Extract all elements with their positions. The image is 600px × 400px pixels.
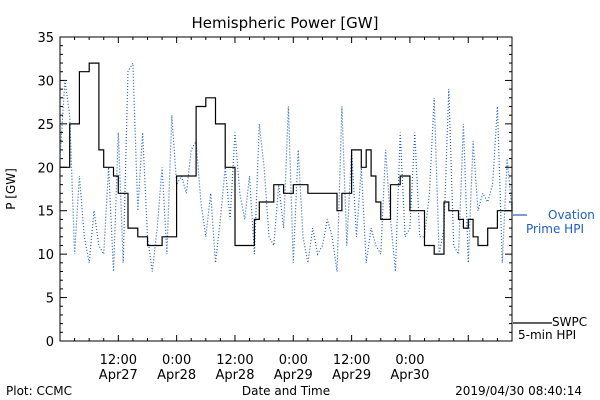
y-axis-ticks: 0 5 10 15 20 25 30 35 xyxy=(37,31,512,350)
y-tick-label: 25 xyxy=(37,118,54,133)
y-tick-label: 35 xyxy=(37,31,54,46)
y-tick-label: 5 xyxy=(46,292,54,307)
x-tick-label-time: 12:00 xyxy=(100,353,137,368)
y-tick-label: 20 xyxy=(37,161,54,176)
x-axis-label: Date and Time xyxy=(242,384,330,398)
legend-ovation-label-line1: Ovation xyxy=(548,208,595,222)
y-tick-label: 30 xyxy=(37,74,54,89)
x-tick-label-date: Apr30 xyxy=(390,368,429,383)
footer-plot-source: Plot: CCMC xyxy=(6,384,72,398)
legend-ovation-label-line2: Prime HPI xyxy=(526,222,584,236)
chart-title: Hemispheric Power [GW] xyxy=(192,14,379,32)
y-axis-label-group: P [GW] xyxy=(4,168,18,210)
x-tick-label-time: 0:00 xyxy=(395,353,424,368)
x-tick-label-date: Apr29 xyxy=(274,368,313,383)
x-tick-label-time: 12:00 xyxy=(216,353,253,368)
legend-swpc-label-line2: 5-min HPI xyxy=(518,328,576,342)
y-axis-label: P [GW] xyxy=(4,168,18,210)
x-tick-label-date: Apr28 xyxy=(215,368,254,383)
plot-frame xyxy=(59,36,513,342)
y-tick-label: 0 xyxy=(46,335,54,350)
x-tick-label-time: 0:00 xyxy=(279,353,308,368)
x-tick-label-date: Apr29 xyxy=(332,368,371,383)
ovation-prime-line xyxy=(59,60,513,272)
x-tick-label-time: 12:00 xyxy=(333,353,370,368)
legend-swpc-label-line1: SWPC xyxy=(552,315,587,329)
legend: Ovation Prime HPI SWPC 5-min HPI xyxy=(513,208,595,342)
x-tick-label-date: Apr27 xyxy=(99,368,138,383)
x-axis-ticks: 12:00Apr270:00Apr2812:00Apr280:00Apr2912… xyxy=(59,37,513,383)
footer-timestamp: 2019/04/30 08:40:14 xyxy=(455,384,582,398)
y-tick-label: 15 xyxy=(37,205,54,220)
swpc-line xyxy=(60,62,513,255)
y-tick-label: 10 xyxy=(37,248,54,263)
x-tick-label-date: Apr28 xyxy=(157,368,196,383)
x-tick-label-time: 0:00 xyxy=(162,353,191,368)
